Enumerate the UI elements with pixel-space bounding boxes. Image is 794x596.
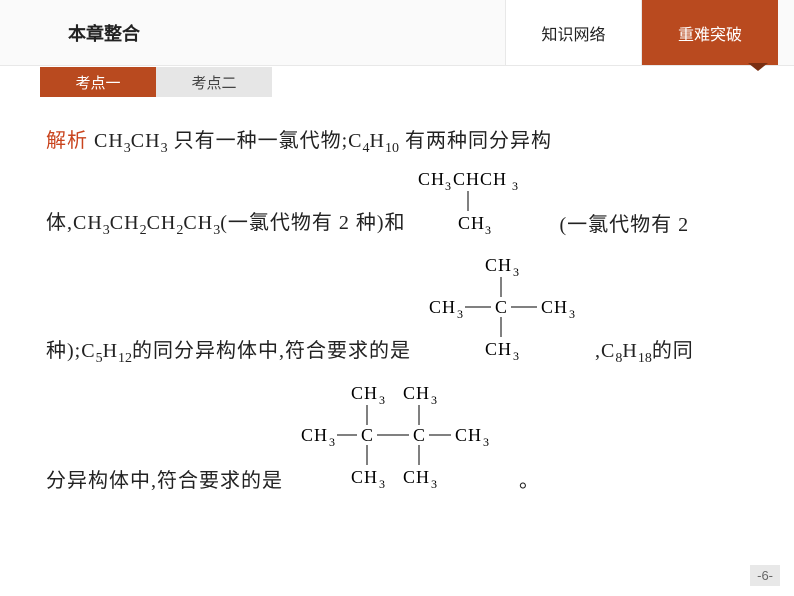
s3b: 3	[161, 141, 168, 156]
svg-text:C: C	[361, 425, 374, 445]
svg-text:CH: CH	[485, 339, 512, 359]
svg-text:CH: CH	[351, 383, 378, 403]
svg-text:3: 3	[431, 477, 438, 491]
header: 本章整合 知识网络 重难突破	[0, 0, 794, 66]
t4a: 分异构体中,符合要求的是	[46, 461, 283, 507]
svg-text:C: C	[495, 297, 508, 317]
chapter-title-area: 本章整合	[0, 0, 506, 65]
s3c: 3	[103, 223, 110, 238]
svg-text:3: 3	[513, 265, 520, 279]
content-line-2: 体,CH3CH2CH2CH3(一氯代物有 2 种)和 CH3 CHCH3 CH3…	[46, 167, 754, 251]
s4: 4	[363, 141, 370, 156]
sub-tabs: 考点一 考点二	[0, 67, 794, 97]
line2-left: 体,CH3CH2CH2CH3(一氯代物有 2 种)和	[46, 203, 406, 251]
s2a: 2	[140, 223, 147, 238]
s12: 12	[118, 351, 132, 366]
svg-text:3: 3	[445, 179, 452, 193]
svg-text:3: 3	[329, 435, 336, 449]
svg-text:3: 3	[483, 435, 490, 449]
t4b: 。	[519, 461, 540, 507]
molecule-hexamethylethane: CH3 CH3 CH3 C C CH3 CH3 CH3	[301, 383, 501, 507]
t3f: 的同	[652, 340, 694, 362]
svg-text:3: 3	[569, 307, 576, 321]
content-line-1: 解析 CH3CH3 只有一种一氯代物;C4H10 有两种同分异构	[46, 121, 754, 163]
t3e: H	[622, 340, 637, 362]
t1d: H	[370, 130, 385, 152]
header-gap	[778, 0, 794, 65]
svg-text:CHCH: CHCH	[453, 169, 507, 189]
analysis-content: 解析 CH3CH3 只有一种一氯代物;C4H10 有两种同分异构 体,CH3CH…	[0, 97, 794, 507]
s10: 10	[385, 141, 399, 156]
s3a: 3	[124, 141, 131, 156]
t1a: CH	[88, 130, 124, 152]
svg-text:C: C	[413, 425, 426, 445]
t1c: 只有一种一氯代物;C	[168, 130, 363, 152]
content-line-3: 种);C5H12的同分异构体中,符合要求的是 CH3 CH3 C CH3 CH3…	[46, 255, 754, 379]
t2a: 体,CH	[46, 212, 103, 234]
svg-text:CH: CH	[418, 169, 445, 189]
s5: 5	[96, 351, 103, 366]
tab-point-1-label: 考点一	[75, 72, 120, 93]
svg-text:3: 3	[431, 393, 438, 407]
t3c: 的同分异构体中,符合要求的是	[132, 340, 411, 362]
svg-text:3: 3	[457, 307, 464, 321]
nav-knowledge-tab[interactable]: 知识网络	[506, 0, 642, 65]
nav-knowledge-label: 知识网络	[541, 21, 605, 45]
t2e: (一氯代物有 2 种)和	[220, 212, 405, 234]
t3d: ,C	[595, 340, 615, 362]
svg-text:CH: CH	[403, 383, 430, 403]
svg-text:CH: CH	[455, 425, 482, 445]
t2c: CH	[147, 212, 177, 234]
tab-point-2-label: 考点二	[191, 72, 236, 93]
t3b: H	[103, 340, 118, 362]
svg-text:CH: CH	[485, 255, 512, 275]
answer-label: 解析	[46, 130, 88, 152]
nav-hard-label: 重难突破	[678, 21, 742, 45]
molecule-isobutane: CH3 CHCH3 CH3	[418, 167, 548, 251]
t3a: 种);C	[46, 340, 96, 362]
chapter-title: 本章整合	[68, 20, 140, 46]
svg-text:3: 3	[512, 179, 519, 193]
t2f: (一氯代物有 2	[560, 205, 690, 251]
svg-text:CH: CH	[541, 297, 568, 317]
t1e: 有两种同分异构	[399, 130, 552, 152]
svg-text:CH: CH	[458, 213, 485, 233]
t2d: CH	[183, 212, 213, 234]
s18: 18	[638, 351, 652, 366]
svg-text:CH: CH	[351, 467, 378, 487]
tab-point-1[interactable]: 考点一	[40, 67, 156, 97]
tab-point-2[interactable]: 考点二	[156, 67, 272, 97]
svg-text:CH: CH	[403, 467, 430, 487]
t1b: CH	[131, 130, 161, 152]
molecule-neopentane: CH3 CH3 C CH3 CH3	[423, 255, 583, 379]
page-number: -6-	[750, 565, 780, 586]
content-line-4: 分异构体中,符合要求的是 CH3 CH3 CH3 C C CH3 CH3 CH3	[46, 383, 754, 507]
line3-right: ,C8H18的同	[595, 331, 694, 379]
svg-text:3: 3	[379, 393, 386, 407]
t2b: CH	[110, 212, 140, 234]
nav-hard-tab[interactable]: 重难突破	[642, 0, 778, 65]
svg-text:CH: CH	[429, 297, 456, 317]
svg-text:3: 3	[513, 349, 520, 363]
svg-text:3: 3	[485, 223, 492, 237]
svg-text:3: 3	[379, 477, 386, 491]
line3-left: 种);C5H12的同分异构体中,符合要求的是	[46, 331, 411, 379]
svg-text:CH: CH	[301, 425, 328, 445]
